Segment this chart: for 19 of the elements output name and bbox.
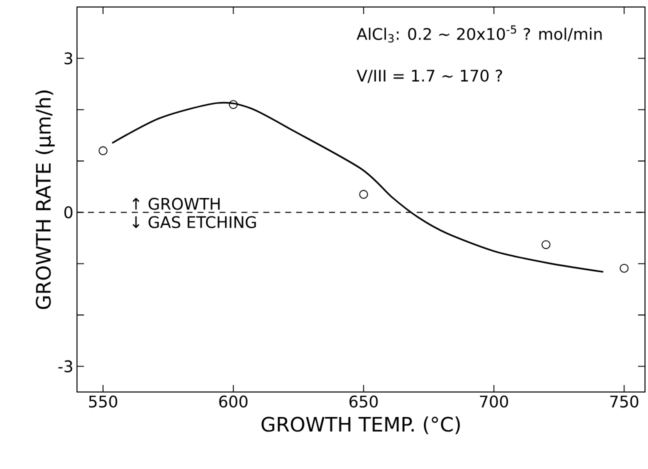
y-axis-title: GROWTH RATE (µm/h) [35, 90, 55, 310]
annotation: ↓ GAS ETCHING [132, 216, 256, 228]
x-tick-label: 750 [610, 396, 638, 408]
y-tick-label: 0 [64, 206, 72, 218]
annotation: AlCl$_{3}$: 0.2 ~ 20x10$^{-5}$ ? mol/min [356, 25, 602, 43]
x-tick-label: 600 [219, 396, 248, 408]
x-tick-label: 650 [350, 396, 378, 408]
x-tick-label: 700 [480, 396, 508, 408]
annotation: ↑ GROWTH [132, 198, 220, 210]
point [542, 240, 550, 250]
x-axis-title: GROWTH TEMP. (°C) [262, 416, 460, 434]
y-tick-label: 3 [64, 52, 72, 64]
point [98, 146, 108, 156]
x-tick-label: 550 [89, 396, 118, 408]
point [359, 190, 368, 199]
point [620, 264, 629, 273]
annotation: V/III = 1.7 ~ 170 ? [356, 70, 502, 83]
point [228, 100, 238, 109]
y-tick-label: -3 [58, 360, 72, 372]
